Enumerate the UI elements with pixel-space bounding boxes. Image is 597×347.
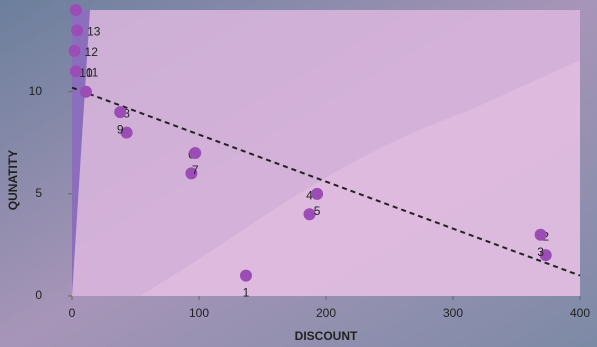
point [69,4,82,16]
point [311,187,324,200]
y-tick-label: 0 [35,288,42,302]
point-label: 5 [314,204,321,218]
point-label: 13 [87,25,101,39]
x-tick-label: 100 [189,306,209,320]
point [114,106,127,119]
x-tick-label: 0 [69,306,76,320]
point-label: 8 [123,107,130,121]
point-label: 12 [85,45,99,59]
shaded-wedge [72,10,90,296]
y-axis-title: QUNATITY [6,150,20,210]
y-tick-label: 5 [35,186,42,200]
background-swoosh [140,60,580,296]
point [71,24,84,37]
x-tick-label: 300 [443,306,463,320]
point [539,249,552,262]
point [69,65,82,78]
x-tick-label: 400 [570,306,590,320]
point-label: 10 [79,66,93,80]
point [120,126,133,139]
point [68,44,81,57]
point [303,208,316,221]
point-label: 3 [537,245,544,259]
point [79,85,92,98]
point-label: 7 [192,163,199,177]
point-label: 4 [306,188,313,202]
point [189,147,202,159]
trendline [71,86,581,277]
point [239,269,252,282]
y-tick-label: 10 [29,84,43,98]
x-tick-label: 200 [316,306,336,320]
point [534,228,547,241]
point-label: 1 [243,286,250,300]
point [185,167,198,180]
point-label: 11 [86,65,99,79]
x-axis-title: DISCOUNT [295,329,358,343]
point-label: 9 [117,122,124,136]
